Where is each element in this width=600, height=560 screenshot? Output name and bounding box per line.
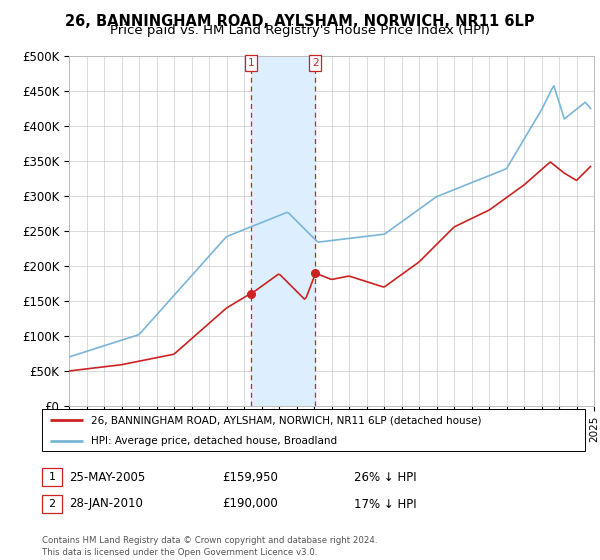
Text: Contains HM Land Registry data © Crown copyright and database right 2024.
This d: Contains HM Land Registry data © Crown c…: [42, 536, 377, 557]
FancyBboxPatch shape: [42, 409, 585, 451]
Text: 1: 1: [49, 472, 55, 482]
Text: £159,950: £159,950: [222, 470, 278, 484]
Text: 26% ↓ HPI: 26% ↓ HPI: [354, 470, 416, 484]
Text: Price paid vs. HM Land Registry's House Price Index (HPI): Price paid vs. HM Land Registry's House …: [110, 24, 490, 37]
Text: 17% ↓ HPI: 17% ↓ HPI: [354, 497, 416, 511]
Text: 28-JAN-2010: 28-JAN-2010: [69, 497, 143, 511]
Text: 26, BANNINGHAM ROAD, AYLSHAM, NORWICH, NR11 6LP: 26, BANNINGHAM ROAD, AYLSHAM, NORWICH, N…: [65, 14, 535, 29]
Bar: [251, 56, 315, 406]
Text: 2: 2: [49, 499, 55, 509]
Text: 1: 1: [248, 58, 254, 68]
Text: 25-MAY-2005: 25-MAY-2005: [69, 470, 145, 484]
Text: HPI: Average price, detached house, Broadland: HPI: Average price, detached house, Broa…: [91, 436, 337, 446]
Text: 2: 2: [312, 58, 319, 68]
Text: 26, BANNINGHAM ROAD, AYLSHAM, NORWICH, NR11 6LP (detached house): 26, BANNINGHAM ROAD, AYLSHAM, NORWICH, N…: [91, 415, 481, 425]
Text: £190,000: £190,000: [222, 497, 278, 511]
